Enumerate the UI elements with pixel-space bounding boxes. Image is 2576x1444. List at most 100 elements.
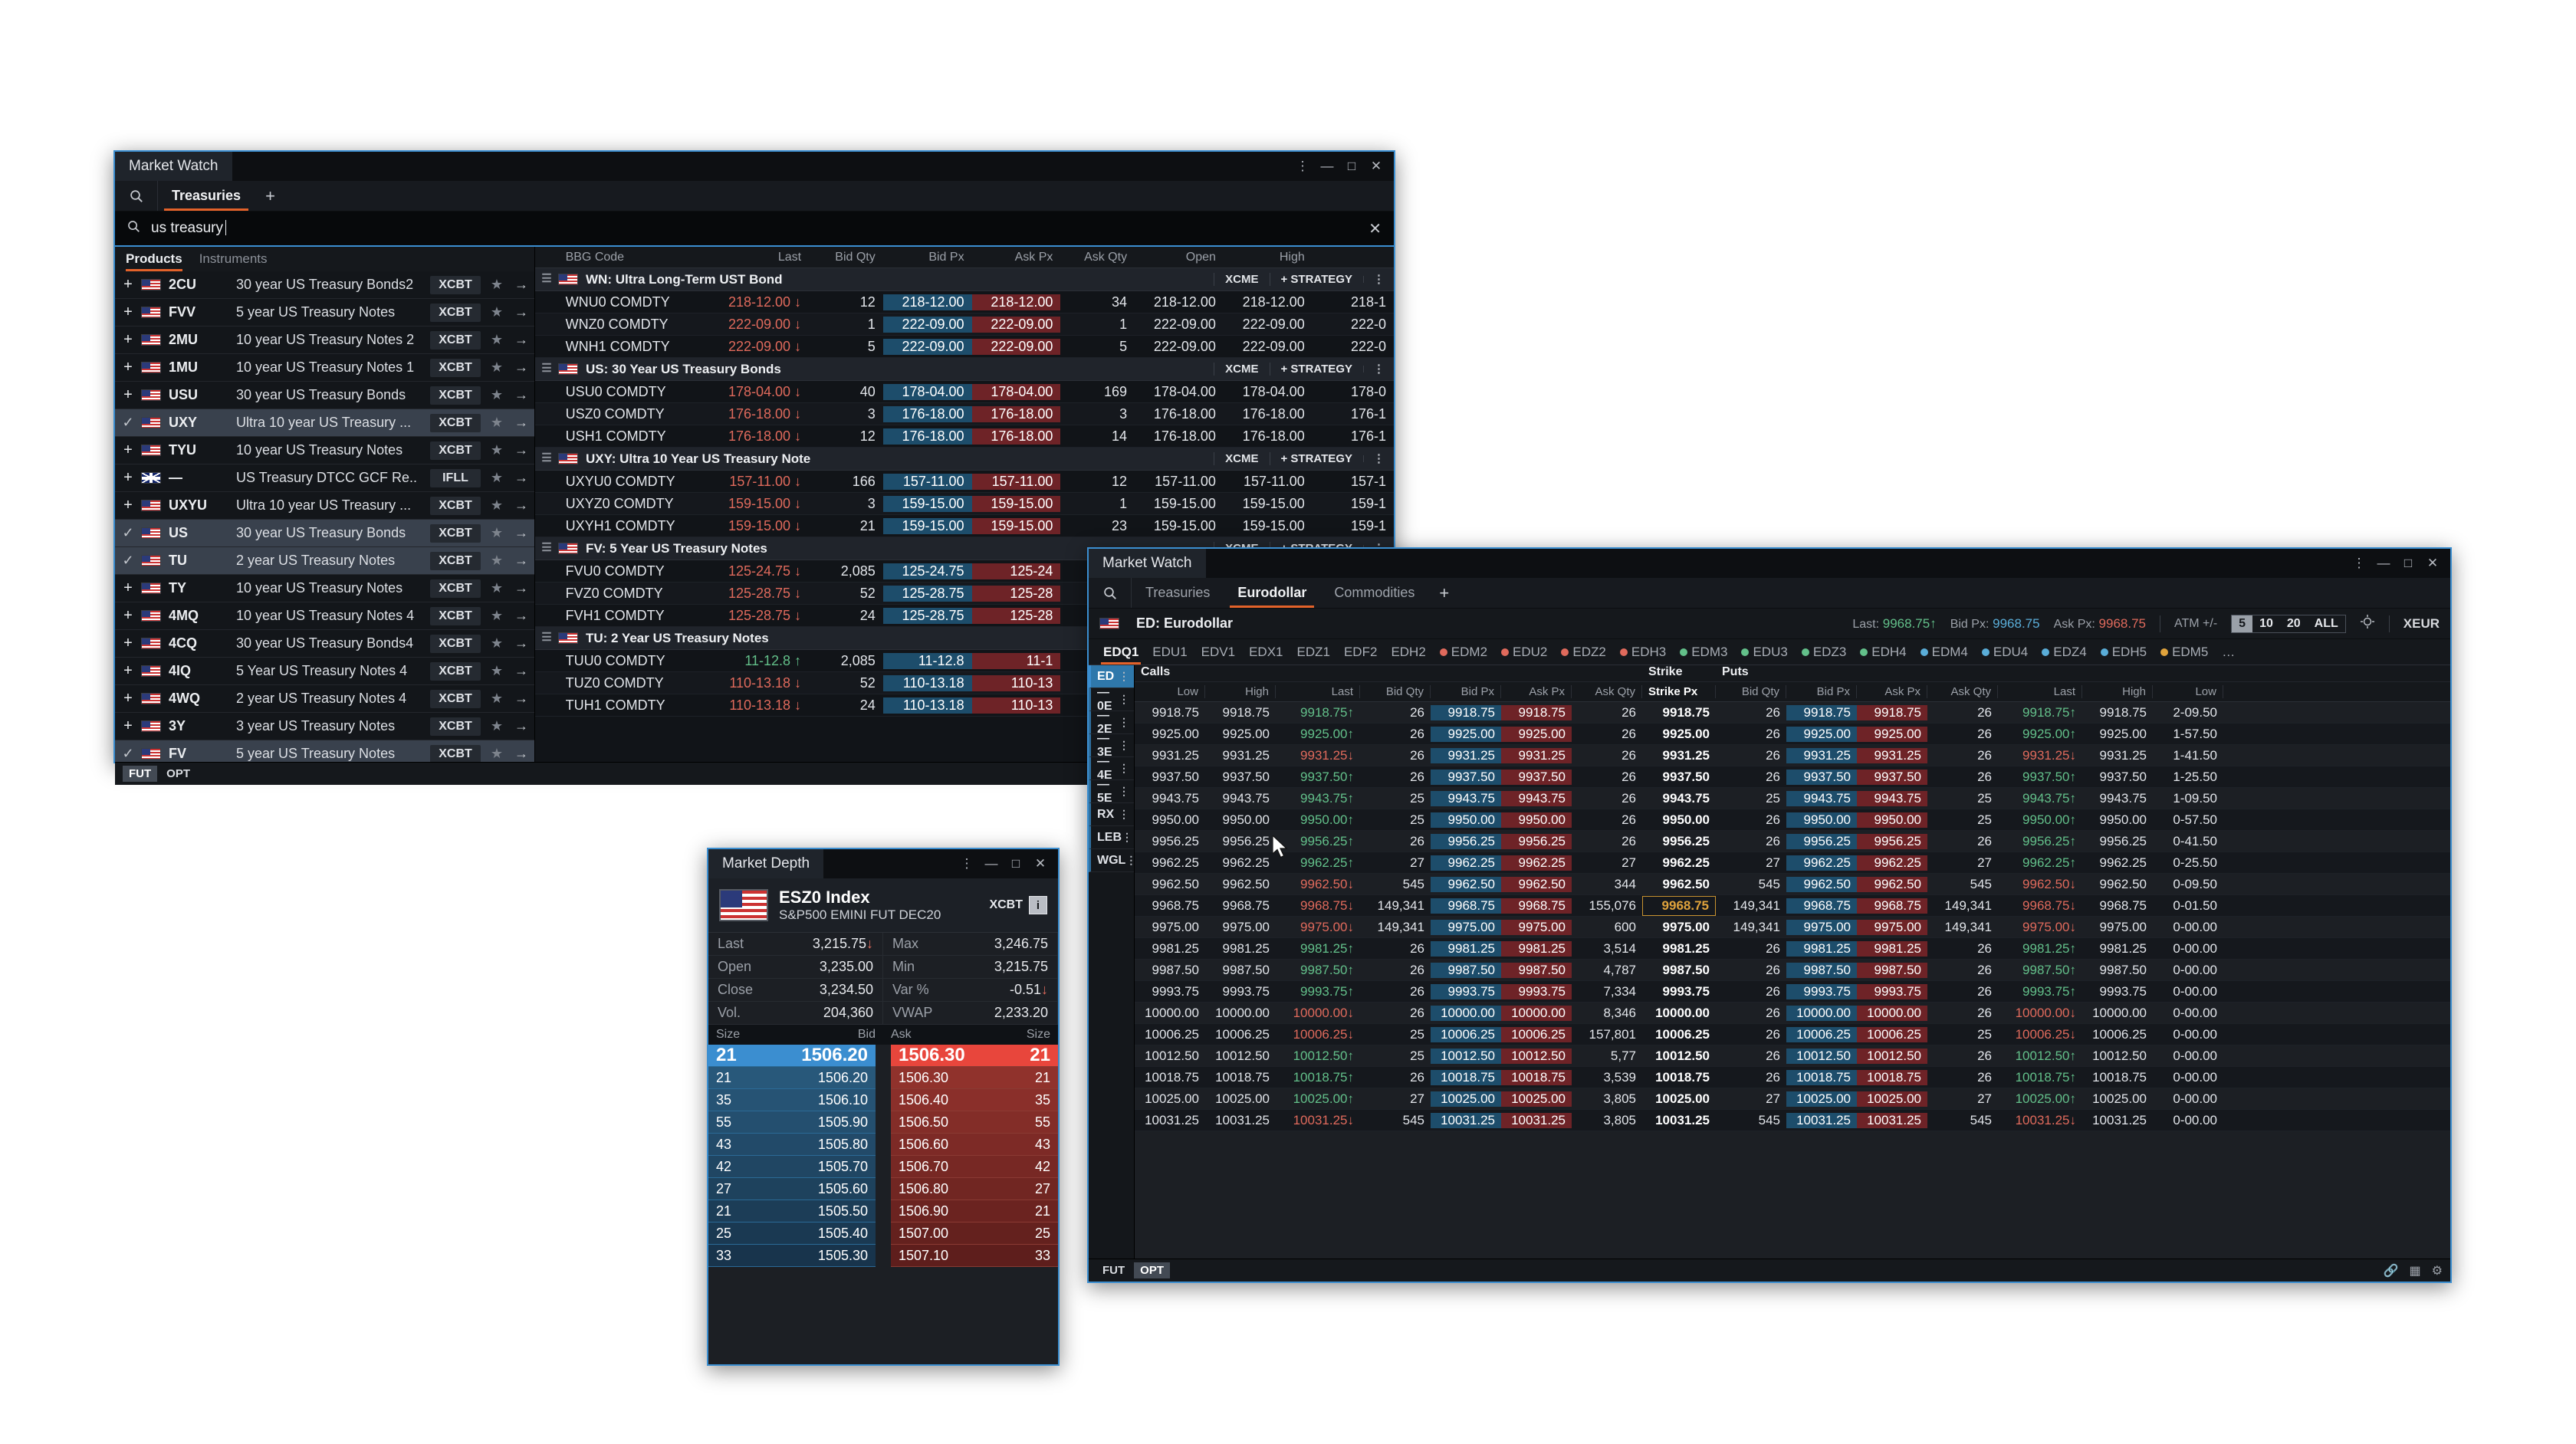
call-ask-px[interactable]: 9968.75	[1501, 898, 1572, 914]
call-ask-px[interactable]: 9956.25	[1501, 833, 1572, 849]
call-ask-px[interactable]: 9950.00	[1501, 812, 1572, 828]
put-ask-px[interactable]: 10012.50	[1857, 1048, 1927, 1064]
call-ask-px[interactable]: 9981.25	[1501, 940, 1572, 957]
add-icon[interactable]: +	[123, 497, 133, 514]
call-bid-px[interactable]: 9950.00	[1431, 812, 1501, 828]
product-row[interactable]: +4IQ 5 Year US Treasury Notes 4 XCBT ★ →	[115, 658, 534, 685]
col-put-low[interactable]: Low	[2153, 685, 2223, 698]
bid-px[interactable]: 11-12.8	[882, 652, 972, 669]
put-bid-px[interactable]: 9925.00	[1786, 726, 1857, 742]
close-icon[interactable]: ✕	[2426, 556, 2439, 570]
call-ask-px[interactable]: 9943.75	[1501, 790, 1572, 806]
put-bid-px[interactable]: 10031.25	[1786, 1112, 1857, 1128]
strike-px[interactable]: 10006.25	[1655, 1026, 1710, 1042]
bid-px[interactable]: 218-12.00	[882, 294, 972, 310]
chain-row[interactable]: 9918.75 9918.75 9918.75↑ 26 9918.75 9918.75 26…	[1135, 702, 2450, 724]
open-arrow-icon[interactable]: →	[514, 415, 528, 430]
call-ask-px[interactable]: 10025.00	[1501, 1091, 1572, 1107]
ask-px[interactable]: 159-15.00	[971, 517, 1061, 534]
expiry-tab[interactable]: EDM4	[1914, 639, 1975, 665]
product-list[interactable]: +2CU 30 year US Treasury Bonds2 XCBT ★ → + FVV…	[115, 271, 534, 762]
quote-row[interactable]: USZ0 COMDTY 176-18.00 ↓ 3 176-18.00 176-18.0…	[535, 403, 1394, 425]
depth-row[interactable]: 33 1505.30 1507.10 33	[708, 1245, 1058, 1267]
ask-px[interactable]: 218-12.00	[971, 294, 1061, 310]
open-arrow-icon[interactable]: →	[514, 442, 528, 458]
put-ask-px[interactable]: 9962.25	[1857, 855, 1927, 871]
product-row[interactable]: + UXYU Ultra 10 year US Treasury ... XCBT ★ →	[115, 492, 534, 520]
put-bid-px[interactable]: 10006.25	[1786, 1026, 1857, 1042]
col-put-bid-px[interactable]: Bid Px	[1786, 685, 1857, 698]
call-ask-px[interactable]: 10031.25	[1501, 1112, 1572, 1128]
sidebar-item[interactable]: WGL ⋮	[1089, 849, 1137, 872]
add-icon[interactable]: +	[123, 469, 133, 486]
put-ask-px[interactable]: 9950.00	[1857, 812, 1927, 828]
col-ask[interactable]: Ask	[891, 1028, 912, 1041]
product-row[interactable]: + FVV 5 year US Treasury Notes XCBT ★ →	[115, 299, 534, 327]
col-bid-size[interactable]: Size	[716, 1028, 741, 1041]
expiry-tab[interactable]: …	[2215, 639, 2242, 665]
chain-row[interactable]: 9956.25 9956.25 9956.25↑ 26 9956.25 9956.25 26…	[1135, 831, 2450, 852]
depth-row[interactable]: 35 1506.10 1506.40 35	[708, 1089, 1058, 1111]
tab-treasuries[interactable]: Treasuries	[1145, 585, 1211, 600]
put-ask-px[interactable]: 9975.00	[1857, 919, 1927, 935]
fut-toggle[interactable]: FUT	[1102, 1264, 1125, 1277]
put-ask-px[interactable]: 9937.50	[1857, 769, 1927, 785]
favorite-star-icon[interactable]: ★	[490, 332, 504, 347]
col-ask-qty[interactable]: Ask Qty	[1084, 250, 1128, 264]
put-ask-px[interactable]: 9918.75	[1857, 704, 1927, 720]
chain-row[interactable]: 9981.25 9981.25 9981.25↑ 26 9981.25 9981.25 3,…	[1135, 938, 2450, 960]
call-bid-px[interactable]: 10018.75	[1431, 1069, 1501, 1085]
sidebar-item[interactable]: — 5E ⋮	[1089, 778, 1134, 805]
quote-row[interactable]: USH1 COMDTY 176-18.00 ↓ 12 176-18.00 176-18.…	[535, 425, 1394, 448]
sidebar-item[interactable]: — 2E ⋮	[1089, 709, 1134, 736]
put-ask-px[interactable]: 10000.00	[1857, 1005, 1927, 1021]
open-arrow-icon[interactable]: →	[514, 691, 528, 706]
add-icon[interactable]: +	[123, 690, 133, 707]
favorite-star-icon[interactable]: ★	[490, 277, 504, 292]
quote-row[interactable]: USU0 COMDTY 178-04.00 ↓ 40 178-04.00 178-04.…	[535, 381, 1394, 403]
quote-row[interactable]: WNZ0 COMDTY 222-09.00 ↓ 1 222-09.00 222-09.0…	[535, 313, 1394, 336]
put-ask-px[interactable]: 10031.25	[1857, 1112, 1927, 1128]
col-call-bid-px[interactable]: Bid Px	[1431, 685, 1501, 698]
put-ask-px[interactable]: 9981.25	[1857, 940, 1927, 957]
chain-row[interactable]: 9950.00 9950.00 9950.00↑ 25 9950.00 9950.00 26…	[1135, 809, 2450, 831]
ask-px[interactable]: 110-13	[971, 697, 1061, 714]
chain-row[interactable]: 10025.00 10025.00 10025.00↑ 27 10025.00 10025…	[1135, 1088, 2450, 1110]
strike-px[interactable]: 9925.00	[1662, 726, 1710, 741]
product-sidebar[interactable]: ED ⋮ — 0E ⋮ — 2E ⋮ — 3E ⋮ — 4E ⋮ — 5E ⋮ RX ⋮ LEB ⋮ WGL ⋮	[1089, 665, 1137, 1259]
quote-row[interactable]: UXYU0 COMDTY 157-11.00 ↓ 166 157-11.00 157-1…	[535, 471, 1394, 493]
sidebar-item[interactable]: — 0E ⋮	[1089, 686, 1134, 713]
put-ask-px[interactable]: 9931.25	[1857, 747, 1927, 763]
put-ask-px[interactable]: 10018.75	[1857, 1069, 1927, 1085]
col-strike-px[interactable]: Strike Px	[1642, 685, 1716, 698]
put-bid-px[interactable]: 9975.00	[1786, 919, 1857, 935]
product-row[interactable]: ✓ UXY Ultra 10 year US Treasury ... XCBT ★ →	[115, 409, 534, 437]
ask-px[interactable]: 178-04.00	[971, 383, 1061, 400]
add-icon[interactable]: +	[123, 717, 133, 734]
chain-row[interactable]: 10006.25 10006.25 10006.25↓ 25 10006.25 10006…	[1135, 1024, 2450, 1045]
sidebar-item-menu-icon[interactable]: ⋮	[1119, 762, 1129, 775]
add-icon[interactable]: +	[123, 359, 133, 376]
search-icon[interactable]	[1089, 578, 1132, 608]
chain-row[interactable]: 9943.75 9943.75 9943.75↑ 25 9943.75 9943.75 26…	[1135, 788, 2450, 809]
atm-range-selector[interactable]: 5 10 20 ALL	[2231, 614, 2346, 633]
put-bid-px[interactable]: 9931.25	[1786, 747, 1857, 763]
window-menu-icon[interactable]: ⋮	[1296, 159, 1309, 173]
group-menu-icon[interactable]: ⋮	[1363, 363, 1394, 375]
put-bid-px[interactable]: 9937.50	[1786, 769, 1857, 785]
depth-row[interactable]: 21 1506.20 1506.30 21	[708, 1067, 1058, 1089]
bid-px[interactable]: 157-11.00	[882, 473, 972, 490]
open-arrow-icon[interactable]: →	[514, 359, 528, 375]
put-bid-px[interactable]: 9981.25	[1786, 940, 1857, 957]
quote-row[interactable]: WNU0 COMDTY 218-12.00 ↓ 12 218-12.00 218-12.…	[535, 291, 1394, 313]
sidebar-item-menu-icon[interactable]: ⋮	[1125, 854, 1137, 867]
put-bid-px[interactable]: 9956.25	[1786, 833, 1857, 849]
search-input[interactable]: us treasury	[151, 220, 1358, 237]
sidebar-item-menu-icon[interactable]: ⋮	[1119, 693, 1129, 706]
chain-row[interactable]: 9962.50 9962.50 9962.50↓ 545 9962.50 9962.50 3…	[1135, 874, 2450, 895]
put-ask-px[interactable]: 10025.00	[1857, 1091, 1927, 1107]
open-arrow-icon[interactable]: →	[514, 525, 528, 540]
quote-row[interactable]: WNH1 COMDTY 222-09.00 ↓ 5 222-09.00 222-09.0…	[535, 336, 1394, 358]
open-arrow-icon[interactable]: →	[514, 580, 528, 596]
product-row[interactable]: + TY 10 year US Treasury Notes XCBT ★ →	[115, 575, 534, 602]
